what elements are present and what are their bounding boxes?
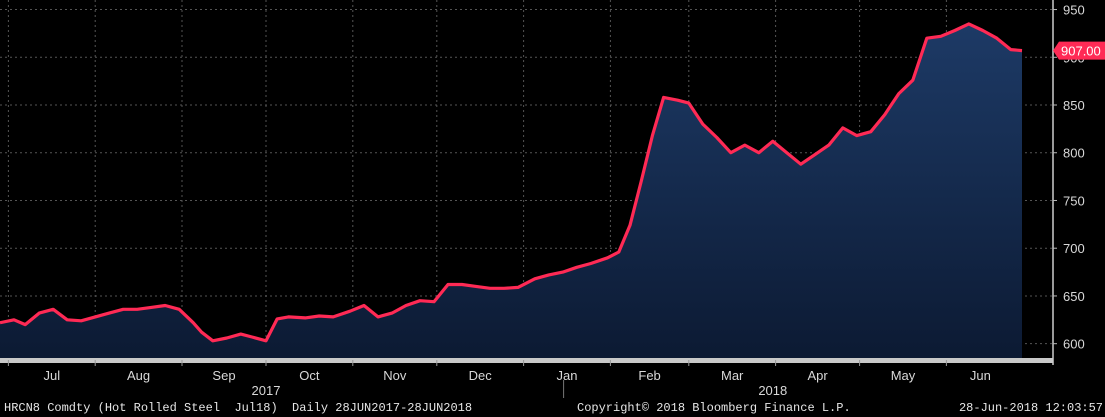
x-tick-label: Dec	[469, 368, 493, 383]
x-year-label: 2017	[252, 383, 281, 398]
y-tick-label: 650	[1063, 289, 1085, 304]
y-tick-label: 950	[1063, 3, 1085, 18]
last-value-text: 907.00	[1061, 44, 1101, 59]
x-axis-ticks: Jul Aug Sep Oct Nov Dec Jan Feb Mar Apr May Jun 2017…	[7, 360, 991, 398]
y-tick-label: 850	[1063, 98, 1085, 113]
last-value-flag	[1053, 41, 1105, 60]
x-tick-label: May	[891, 368, 916, 383]
last-value-label: 907.00	[1053, 41, 1105, 60]
price-line	[0, 22, 1023, 343]
axes	[0, 0, 1054, 365]
x-tick-label: Sep	[212, 368, 235, 383]
x-tick-label: Feb	[638, 368, 660, 383]
x-year-label: 2018	[758, 383, 787, 398]
timestamp: 28-Jun-2018 12:03:57	[958, 401, 1103, 415]
x-axis-line	[0, 358, 1053, 363]
y-tick-label: 750	[1063, 193, 1085, 208]
x-tick-label: Oct	[299, 368, 320, 383]
x-tick-label: Apr	[807, 368, 828, 383]
y-axis-ticks: 600650700750800850900950	[1053, 3, 1085, 352]
copyright-notice: Copyright© 2018 Bloomberg Finance L.P.	[577, 401, 851, 415]
ticker-description: HRCN8 Comdty (Hot Rolled Steel Jul18) Da…	[4, 401, 473, 415]
x-tick-label: Nov	[383, 368, 407, 383]
x-tick-label: Mar	[721, 368, 744, 383]
x-tick-label: Jun	[970, 368, 991, 383]
y-tick-label: 700	[1063, 241, 1085, 256]
footer-bar: HRCN8 Comdty (Hot Rolled Steel Jul18) Da…	[0, 398, 1105, 417]
y-tick-label: 600	[1063, 337, 1085, 352]
x-tick-label: Jan	[557, 368, 578, 383]
x-tick-label: Aug	[127, 368, 150, 383]
price-area	[0, 23, 1022, 358]
x-tick-label: Jul	[43, 368, 60, 383]
y-tick-label: 800	[1063, 146, 1085, 161]
